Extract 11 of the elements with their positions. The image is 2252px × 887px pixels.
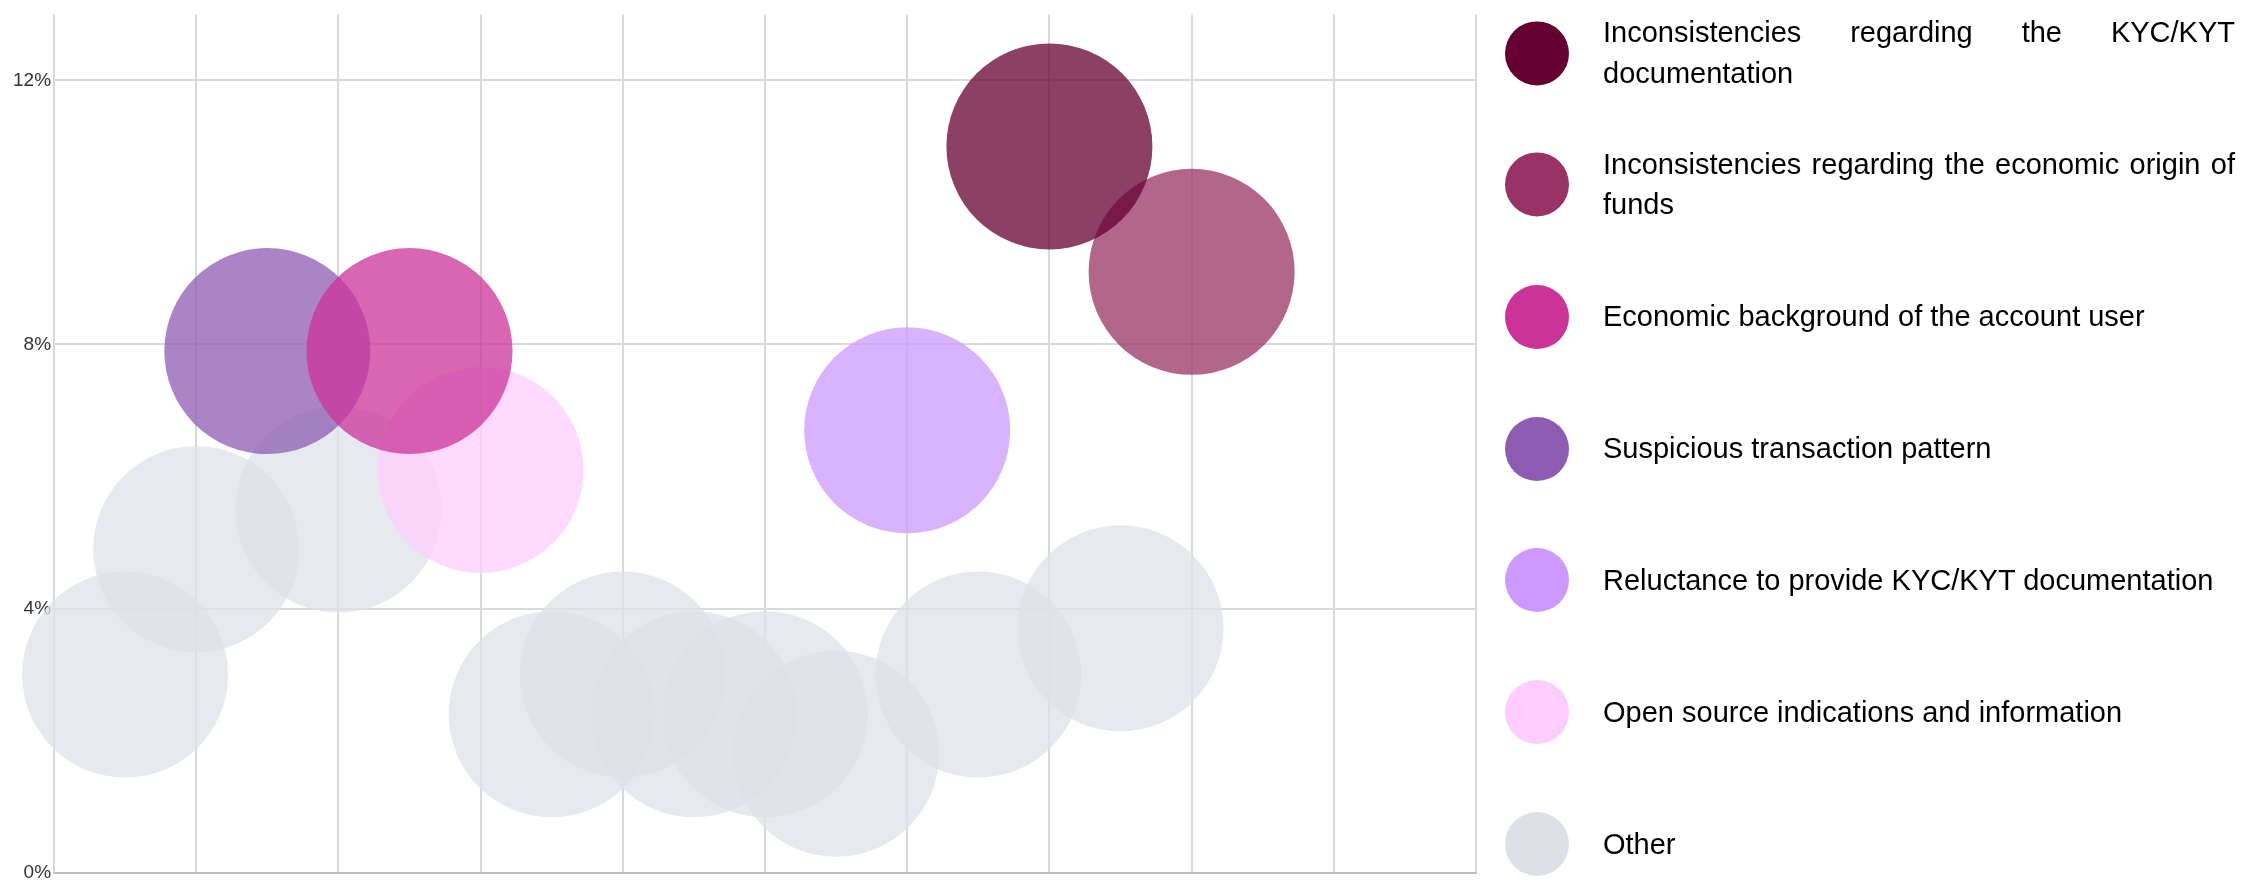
legend-label: Economic background of the account user <box>1603 299 2146 335</box>
legend-label: Reluctance to provide KYC/KYT documentation <box>1603 563 2215 599</box>
legend-label: Open source indications and information <box>1603 694 2124 730</box>
y-tick-label: 8% <box>23 332 52 354</box>
legend-label: Inconsistencies regarding the KYC/KYT documentation <box>1603 15 2235 91</box>
y-tick-label: 0% <box>23 860 52 882</box>
y-tick-label: 4% <box>23 596 52 618</box>
legend-label: Inconsistencies regarding the economic origin of funds <box>1603 147 2235 223</box>
y-tick-label: 12% <box>13 68 52 90</box>
legend-label: Suspicious transaction pattern <box>1603 431 1993 467</box>
legend-label: Other <box>1603 826 1677 862</box>
